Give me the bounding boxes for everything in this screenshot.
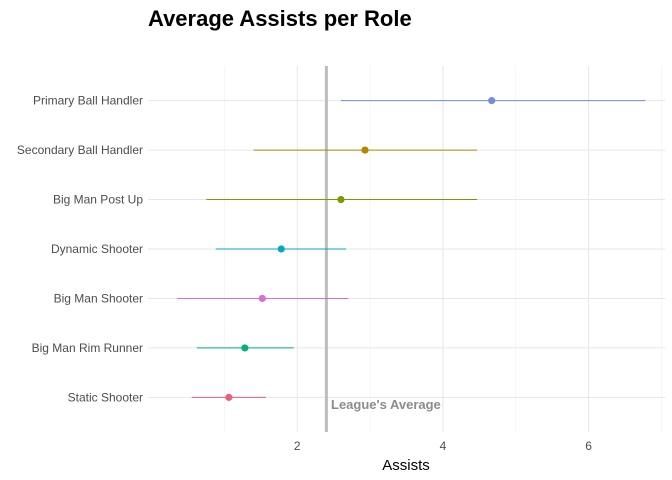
mean-point bbox=[337, 195, 345, 204]
mean-point bbox=[225, 393, 233, 401]
y-tick-label: Primary Ball Handler bbox=[33, 94, 143, 108]
y-tick-labels: Primary Ball Handler Secondary Ball Handl… bbox=[17, 94, 143, 405]
mean-point bbox=[258, 294, 266, 303]
marks bbox=[177, 97, 646, 401]
chart-title: Average Assists per Role bbox=[148, 6, 412, 31]
reference-line-label: League's Average bbox=[331, 397, 441, 412]
x-tick-label: 2 bbox=[294, 439, 301, 453]
mean-point bbox=[241, 344, 249, 352]
mean-point bbox=[488, 97, 496, 105]
x-tick-label: 6 bbox=[585, 439, 592, 453]
y-tick-label: Secondary Ball Handler bbox=[17, 143, 143, 157]
x-tick-labels: 2 4 6 bbox=[294, 439, 592, 453]
y-tick-label: Big Man Rim Runner bbox=[32, 341, 143, 355]
y-tick-label: Big Man Shooter bbox=[54, 291, 143, 305]
y-tick-label: Dynamic Shooter bbox=[51, 242, 143, 256]
mean-point bbox=[361, 146, 369, 154]
mean-point bbox=[277, 245, 285, 253]
y-tick-label: Static Shooter bbox=[68, 390, 143, 404]
y-tick-label: Big Man Post Up bbox=[53, 193, 143, 207]
x-tick-label: 4 bbox=[440, 439, 447, 453]
x-axis-title: Assists bbox=[382, 457, 430, 474]
